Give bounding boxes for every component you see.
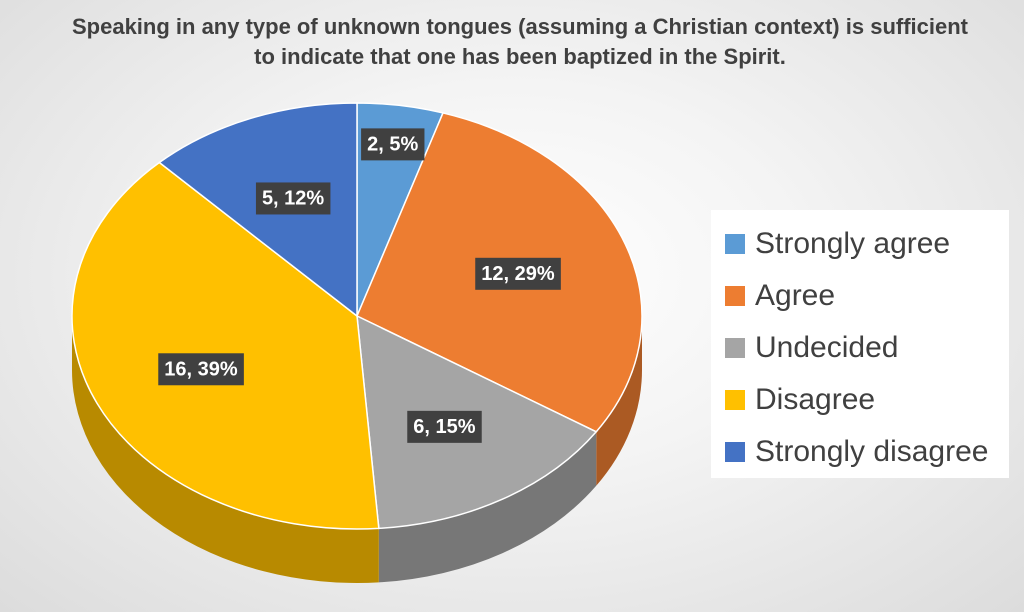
- legend-label: Disagree: [755, 383, 876, 416]
- legend-swatch: [725, 234, 745, 254]
- legend-swatch: [725, 338, 745, 358]
- legend-item-strongly-disagree: Strongly disagree: [725, 426, 1009, 478]
- legend-swatch: [725, 442, 745, 462]
- legend-item-undecided: Undecided: [725, 322, 1009, 374]
- legend-label: Agree: [755, 279, 836, 312]
- data-label: 12, 29%: [475, 257, 561, 290]
- pie-slice-disagree: [71, 161, 380, 530]
- data-label-box: [158, 353, 244, 386]
- legend-label: Strongly disagree: [755, 435, 989, 468]
- legend-item-agree: Agree: [725, 270, 1009, 322]
- legend-item-disagree: Disagree: [725, 374, 1009, 426]
- legend: Strongly agree Agree Undecided Disagree …: [711, 210, 1009, 478]
- data-label-text: 16, 39%: [164, 358, 238, 380]
- pie-side-disagree: [72, 316, 379, 583]
- pie-side-undecided: [378, 431, 597, 583]
- data-label: 2, 5%: [361, 128, 425, 161]
- legend-label: Undecided: [755, 331, 899, 364]
- legend-swatch: [725, 286, 745, 306]
- pie-slices: [71, 102, 643, 530]
- legend-item-strongly-agree: Strongly agree: [725, 218, 1009, 270]
- chart-title: Speaking in any type of unknown tongues …: [71, 14, 968, 69]
- data-label-text: 2, 5%: [367, 133, 418, 155]
- data-label: 16, 39%: [158, 353, 244, 386]
- data-label-text: 12, 29%: [481, 263, 555, 285]
- data-label-box: [255, 182, 331, 215]
- data-labels: 2, 5% 12, 29% 6, 15% 16, 39% 5, 12%: [158, 128, 561, 443]
- data-label-box: [361, 128, 425, 161]
- data-label-text: 5, 12%: [262, 187, 324, 209]
- legend-swatch: [725, 390, 745, 410]
- data-label-box: [407, 410, 482, 443]
- data-label-text: 6, 15%: [413, 416, 475, 438]
- data-label: 5, 12%: [255, 182, 331, 215]
- legend-label: Strongly agree: [755, 227, 951, 260]
- data-label: 6, 15%: [407, 410, 482, 443]
- data-label-box: [475, 257, 561, 290]
